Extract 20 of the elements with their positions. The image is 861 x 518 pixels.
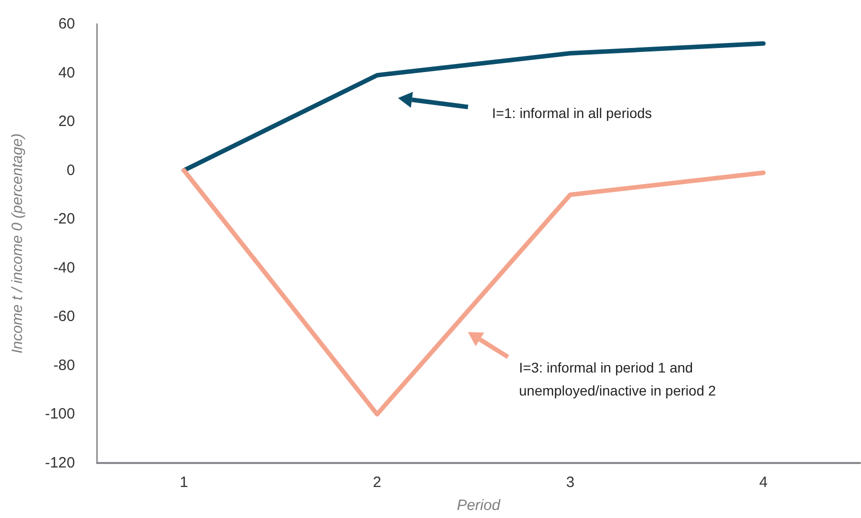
y-tick-label: -40 xyxy=(53,259,75,276)
y-tick-label: -60 xyxy=(53,308,75,326)
line-series xyxy=(182,41,766,173)
y-tick-label: -100 xyxy=(44,406,75,423)
y-tick-label: 60 xyxy=(58,16,75,32)
x-tick-label: 2 xyxy=(372,474,382,491)
y-tick-label: -120 xyxy=(44,454,75,472)
y-tick-label: 40 xyxy=(58,64,75,82)
annotation: I=3: informal in period 1 and unemployed/inactive in period 2 xyxy=(519,360,716,398)
annotation: I=1: informal in all periods xyxy=(492,105,652,121)
y-axis-title: Income t / income 0 (percentage) xyxy=(9,133,26,354)
y-tick-label: 20 xyxy=(58,113,75,130)
y-tick-label: -20 xyxy=(53,210,75,228)
y-tick-label: -80 xyxy=(53,356,75,374)
x-tick-label: 1 xyxy=(180,474,188,491)
line-series xyxy=(182,168,766,416)
x-axis-title: Period xyxy=(456,497,501,514)
x-tick-label: 4 xyxy=(759,474,768,491)
x-tick-label: 3 xyxy=(566,474,574,491)
y-tick-label: 0 xyxy=(66,162,75,179)
